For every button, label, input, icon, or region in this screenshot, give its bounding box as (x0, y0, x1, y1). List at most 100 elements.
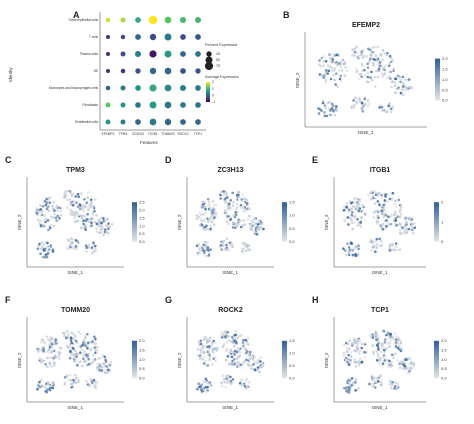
tsne-cell-point (399, 91, 403, 95)
tsne-cell-point (223, 197, 227, 201)
tsne-cell-point (89, 340, 93, 344)
tsne-cell-point (358, 200, 361, 204)
tsne-cell-point (231, 335, 234, 339)
tsne-cell-point (404, 78, 408, 81)
tsne-cell-point (203, 355, 207, 359)
tsne-cell-point (329, 109, 332, 112)
tsne-cell-point (342, 386, 346, 390)
tsne-cell-point (324, 78, 328, 82)
tsne-cell-point (350, 210, 354, 214)
tsne-cell-point (388, 54, 392, 58)
legend-size-label: 75 (216, 64, 220, 68)
tsne-cell-point (231, 245, 234, 248)
tsne-cell-point (226, 241, 229, 245)
tsne-cell-point (103, 228, 107, 231)
tsne-cell-point (237, 360, 240, 364)
tsne-cell-point (389, 77, 392, 80)
tsne-cell-point (354, 381, 357, 384)
tsne-cell-point (196, 348, 200, 351)
tsne-x-axis-label: tSNE_1 (222, 405, 239, 410)
tsne-cell-point (226, 381, 229, 385)
tsne-cell-point (382, 50, 386, 54)
dotplot-chart: Tumor/epithelial cells T cells Plasma cell… (49, 12, 220, 136)
legend-color-tick: -1 (212, 100, 215, 104)
dotplot-dot (149, 50, 157, 58)
tsne-cell-point (79, 345, 83, 348)
tsne-cell-point (220, 331, 224, 334)
tsne-cell-point (92, 385, 96, 388)
tsne-cell-point (81, 364, 84, 368)
dotplot-dot (195, 102, 201, 108)
tsne-cell-point (69, 213, 73, 216)
tsne-cell-point (384, 193, 387, 196)
tsne-cell-point (361, 204, 364, 207)
tsne-cell-point (44, 253, 48, 256)
tsne-cell-point (383, 71, 387, 75)
tsne-cell-point (363, 103, 367, 106)
panel-label: D (165, 155, 172, 165)
tsne-cell-point (219, 334, 223, 338)
tsne-cell-point (80, 216, 84, 220)
tsne-cell-point (105, 217, 109, 221)
tsne-cell-point (260, 222, 264, 226)
tsne-cell-point (233, 223, 237, 227)
tsne-cell-point (355, 70, 359, 74)
tsne-cell-point (238, 354, 242, 358)
tsne-cell-point (195, 387, 199, 391)
tsne-cell-point (198, 251, 201, 254)
tsne-cell-point (379, 239, 383, 242)
tsne-cell-point (198, 357, 202, 360)
tsne-cell-point (383, 68, 386, 72)
tsne-cell-point (358, 203, 361, 207)
tsne-cell-point (198, 211, 201, 215)
tsne-cell-point (409, 357, 413, 361)
tsne-cell-point (245, 358, 248, 362)
tsne-cell-point (43, 214, 46, 217)
tsne-x-axis-label: tSNE_1 (222, 270, 239, 275)
tsne-cell-point (368, 57, 372, 61)
tsne-cell-point (379, 380, 382, 384)
tsne-cell-point (36, 218, 40, 221)
tsne-cell-point (77, 330, 81, 334)
tsne-cell-point (339, 80, 343, 83)
tsne-cell-point (378, 359, 382, 363)
tsne-cell-point (197, 242, 200, 246)
tsne-cell-point (365, 80, 369, 84)
dotplot-row-label: Monocytes and Macrophages cells (49, 86, 98, 90)
tsne-cell-point (398, 215, 402, 218)
tsne-x-axis-label: tSNE_1 (358, 130, 374, 135)
dotplot-dot (149, 67, 157, 75)
tsne-cell-point (212, 213, 215, 217)
tsne-cell-point (210, 343, 214, 346)
tsne-cell-point (82, 214, 86, 218)
tsne-cell-point (41, 359, 44, 362)
tsne-x-axis-label: tSNE_1 (67, 405, 84, 410)
tsne-cell-point (232, 357, 236, 361)
tsne-cell-point (239, 363, 243, 367)
tsne-cell-point (72, 378, 75, 382)
tsne-cell-point (375, 246, 379, 250)
tsne-cell-point (353, 215, 357, 218)
tsne-cell-point (350, 218, 353, 222)
tsne-cell-point (78, 361, 81, 364)
tsne-cell-point (337, 69, 341, 72)
tsne-cell-point (379, 103, 382, 107)
tsne-cell-point (398, 366, 402, 369)
tsne-cell-point (357, 77, 361, 81)
tsne-cell-point (74, 356, 77, 359)
tsne-cell-point (48, 362, 52, 366)
tsne-cell-point (347, 359, 351, 362)
tsne-cell-point (107, 364, 110, 367)
tsne-cell-point (326, 64, 330, 68)
tsne-cell-point (81, 341, 85, 345)
tsne-cell-point (372, 57, 375, 61)
tsne-cell-point (72, 246, 75, 250)
tsne-cell-point (73, 214, 77, 217)
tsne-cell-point (410, 224, 414, 227)
tsne-cell-point (363, 213, 367, 217)
tsne-cell-point (376, 62, 380, 66)
tsne-cell-point (195, 244, 199, 248)
tsne-cell-point (405, 223, 408, 226)
tsne-colorbar-tick: 1.0 (289, 351, 295, 356)
dotplot-dot (195, 51, 201, 57)
